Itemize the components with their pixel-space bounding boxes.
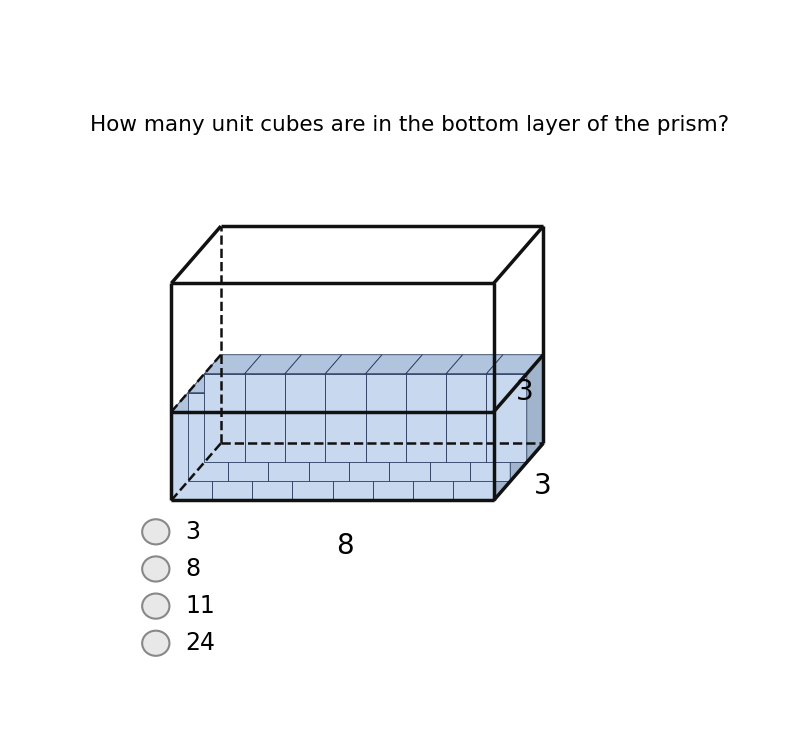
Polygon shape xyxy=(494,393,510,500)
Text: 8: 8 xyxy=(185,557,200,581)
Polygon shape xyxy=(292,393,349,412)
Text: 3: 3 xyxy=(534,472,552,500)
Polygon shape xyxy=(390,374,446,393)
Text: 24: 24 xyxy=(185,631,215,655)
Circle shape xyxy=(142,594,170,619)
Polygon shape xyxy=(366,374,406,462)
Polygon shape xyxy=(309,393,349,482)
Polygon shape xyxy=(446,374,486,462)
Polygon shape xyxy=(413,393,470,412)
Polygon shape xyxy=(211,412,252,500)
Polygon shape xyxy=(333,393,390,412)
Polygon shape xyxy=(228,374,285,393)
Polygon shape xyxy=(373,412,413,500)
Circle shape xyxy=(142,556,170,582)
Text: 8: 8 xyxy=(336,532,354,559)
Polygon shape xyxy=(333,412,373,500)
Polygon shape xyxy=(406,355,462,374)
Text: 3: 3 xyxy=(515,378,533,406)
Polygon shape xyxy=(349,393,390,482)
Polygon shape xyxy=(269,393,309,482)
Polygon shape xyxy=(171,393,228,412)
Polygon shape xyxy=(269,374,326,393)
Polygon shape xyxy=(349,374,406,393)
Polygon shape xyxy=(204,374,245,462)
Text: How many unit cubes are in the bottom layer of the prism?: How many unit cubes are in the bottom la… xyxy=(90,115,730,135)
Polygon shape xyxy=(285,355,342,374)
Polygon shape xyxy=(228,393,269,482)
Polygon shape xyxy=(486,355,543,374)
Polygon shape xyxy=(326,355,382,374)
Polygon shape xyxy=(204,355,262,374)
Polygon shape xyxy=(326,374,366,462)
Polygon shape xyxy=(309,374,366,393)
Polygon shape xyxy=(188,374,245,393)
Text: 3: 3 xyxy=(185,520,200,544)
Polygon shape xyxy=(430,393,470,482)
Polygon shape xyxy=(454,393,510,412)
Circle shape xyxy=(142,631,170,656)
Polygon shape xyxy=(366,355,422,374)
Polygon shape xyxy=(526,355,543,462)
Polygon shape xyxy=(390,393,430,482)
Polygon shape xyxy=(373,393,430,412)
Polygon shape xyxy=(470,393,510,482)
Text: 11: 11 xyxy=(185,594,214,618)
Polygon shape xyxy=(245,355,302,374)
Polygon shape xyxy=(454,412,494,500)
Polygon shape xyxy=(252,412,292,500)
Polygon shape xyxy=(285,374,326,462)
Circle shape xyxy=(142,519,170,545)
Polygon shape xyxy=(510,374,526,482)
Polygon shape xyxy=(470,374,526,393)
Polygon shape xyxy=(486,374,526,462)
Polygon shape xyxy=(446,355,503,374)
Polygon shape xyxy=(245,374,285,462)
Polygon shape xyxy=(188,393,228,482)
Polygon shape xyxy=(292,412,333,500)
Polygon shape xyxy=(406,374,446,462)
Polygon shape xyxy=(430,374,486,393)
Polygon shape xyxy=(413,412,454,500)
Polygon shape xyxy=(171,412,211,500)
Polygon shape xyxy=(252,393,309,412)
Polygon shape xyxy=(211,393,269,412)
